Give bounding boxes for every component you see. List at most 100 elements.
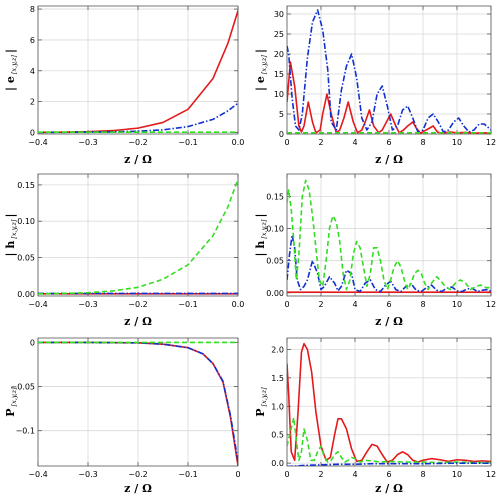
y-axis-label-main: | e [4, 76, 17, 91]
y-tick-label: 1.0 [271, 402, 284, 411]
y-tick-label: 0.5 [271, 431, 284, 440]
y-axis-label-main: | h [254, 241, 267, 257]
x-tick-label: −0.3 [78, 300, 97, 309]
x-tick-label: −0.4 [28, 138, 47, 147]
y-tick-label: 2.0 [271, 345, 284, 354]
x-tick-label: 12 [486, 138, 496, 147]
y-tick-label: 1.5 [271, 374, 284, 383]
y-axis-label-main: P [254, 408, 267, 416]
y-axis-label: | h [x,y,z]| [4, 214, 18, 257]
y-tick-label: 0.05 [17, 254, 35, 263]
y-tick-label: 0.05 [266, 257, 284, 266]
panel-middle-left: −0.4 −0.3 −0.2 −0.1 0.0 0.00 0.05 0.10 0.15 z / Ω… [4, 173, 245, 328]
panel-top-right: 0 2 4 6 8 10 12 0 5 10 15 20 25 30 z / Ω | e[x,y,z] | [254, 5, 496, 166]
series-line-2 [287, 462, 491, 466]
series-line-0 [287, 342, 491, 463]
x-axis-label: z / Ω [124, 315, 152, 328]
y-axis-label-sub: [x,y,z] [260, 387, 268, 407]
y-axis-label-end: | [254, 49, 267, 53]
x-tick-label: −0.1 [178, 470, 197, 479]
panel-top-left: −0.4 −0.3 −0.2 −0.1 0.0 0 2 4 6 8 z / Ω | e[x,y,z] | [4, 5, 244, 166]
x-tick-label: 8 [420, 138, 425, 147]
x-tick-label: 4 [352, 470, 357, 479]
x-tick-label: −0.1 [178, 138, 197, 147]
panel-bottom-right: 0 2 4 6 8 10 12 0.0 0.5 1.0 1.5 2.0 z / Ω P[x,y,z] [254, 337, 496, 495]
y-tick-label: 0.10 [17, 217, 35, 226]
y-axis-label-sub: [x,y,z] [10, 55, 18, 75]
x-axis-label: z / Ω [124, 482, 152, 495]
y-axis-label: | e[x,y,z] | [4, 49, 18, 91]
y-tick-label: 0.0 [271, 459, 284, 468]
x-tick-label: 4 [352, 300, 357, 309]
y-axis-label: P[x,y,z] [254, 387, 268, 417]
y-tick-label: 20 [274, 50, 284, 59]
y-tick-label: 0.15 [266, 192, 284, 201]
y-axis-label-sub: [x,y,z] [10, 219, 18, 239]
x-tick-label: 0.0 [232, 300, 245, 309]
series-line-2 [38, 178, 238, 295]
series-line-2 [287, 179, 491, 291]
x-tick-label: 0 [284, 470, 289, 479]
series-line-1 [287, 416, 491, 464]
series-line-1 [38, 102, 238, 134]
x-tick-label: −0.1 [178, 300, 197, 309]
x-axis-label: z / Ω [375, 482, 403, 495]
x-axis-label: z / Ω [375, 315, 403, 328]
y-axis-label-main: | h [4, 241, 17, 257]
x-tick-label: −0.2 [128, 138, 147, 147]
x-tick-label: −0.3 [78, 470, 97, 479]
series-line-1 [287, 234, 491, 293]
y-tick-label: 6 [30, 36, 35, 45]
y-axis-label-sub: [x,y,z] [260, 219, 268, 239]
x-tick-label: 10 [452, 470, 462, 479]
y-tick-label: 30 [274, 10, 284, 19]
y-axis-label-sub: [x,y,z] [260, 55, 268, 75]
x-axis-label: z / Ω [375, 153, 403, 166]
x-tick-label: 0.0 [232, 138, 245, 147]
y-tick-label: 0.15 [17, 181, 35, 190]
y-tick-label: 0.10 [266, 225, 284, 234]
y-axis-label-end: | [4, 49, 17, 53]
y-tick-label: 5 [279, 110, 284, 119]
y-tick-label: 0 [30, 128, 35, 137]
y-tick-label: 0 [279, 130, 284, 139]
y-axis-label: P[x,y,z] [4, 387, 18, 417]
series-line-0 [287, 61, 491, 134]
y-axis-label: | e[x,y,z] | [254, 49, 268, 91]
series-line-1 [287, 9, 491, 133]
panel-bottom-left: −0.4 −0.3 −0.2 −0.1 0 0 −0.05 −0.1 z / Ω P[x,y,z] [4, 337, 241, 495]
y-tick-label: −0.1 [16, 427, 35, 436]
x-tick-label: 6 [386, 138, 391, 147]
x-tick-label: −0.2 [128, 470, 147, 479]
x-tick-label: 8 [420, 470, 425, 479]
x-tick-label: 10 [452, 300, 462, 309]
y-tick-label: 10 [274, 90, 284, 99]
x-tick-label: −0.3 [78, 138, 97, 147]
x-axis-label: z / Ω [124, 153, 152, 166]
x-tick-label: 8 [420, 300, 425, 309]
x-tick-label: 2 [318, 138, 323, 147]
x-tick-label: −0.2 [128, 300, 147, 309]
y-tick-label: 8 [30, 5, 35, 14]
series-line-1 [38, 341, 238, 462]
y-tick-label: 15 [274, 70, 284, 79]
y-tick-label: 0 [30, 338, 35, 347]
x-tick-label: 6 [386, 470, 391, 479]
y-tick-label: 0.00 [17, 290, 35, 299]
x-tick-label: −0.4 [28, 470, 47, 479]
x-tick-label: 0 [284, 138, 289, 147]
y-axis-label-main: P [4, 408, 17, 416]
y-tick-label: 0.00 [266, 289, 284, 298]
y-axis-label-sub: [x,y,z] [10, 387, 18, 407]
panel-middle-right: 0 2 4 6 8 10 12 0.00 0.05 0.10 0.15 z / Ω | h [x,y,z]… [254, 173, 496, 328]
x-tick-label: 6 [386, 300, 391, 309]
x-tick-label: 10 [452, 138, 462, 147]
x-tick-label: 12 [486, 300, 496, 309]
x-tick-label: 2 [318, 470, 323, 479]
y-tick-label: 2 [30, 98, 35, 107]
y-axis-label: | h [x,y,z]| [254, 214, 268, 257]
y-tick-label: 25 [274, 30, 284, 39]
y-axis-label-end: | [4, 214, 17, 218]
x-tick-label: 12 [486, 470, 496, 479]
